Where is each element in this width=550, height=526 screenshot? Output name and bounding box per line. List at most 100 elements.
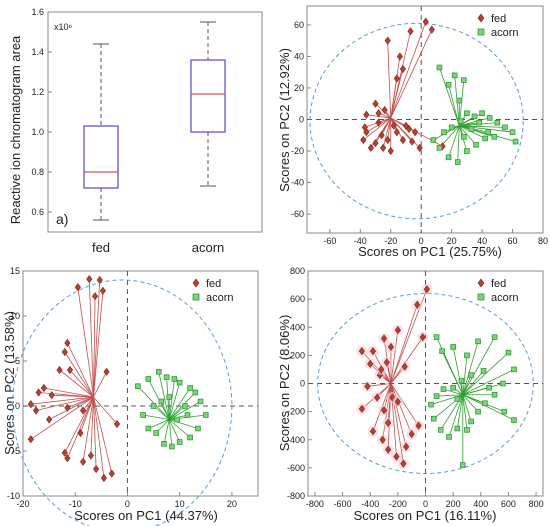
chart-c-point-acorn	[187, 385, 193, 391]
chart-b-legend-acorn-marker	[477, 28, 485, 36]
chart-d-xtick-label: -200	[389, 499, 407, 509]
chart-d-point-acorn	[450, 344, 456, 350]
chart-c-ray-fed	[93, 396, 118, 425]
chart-d-legend-acorn-label: acorn	[491, 292, 519, 304]
chart-c-ytick-label: 0	[15, 401, 20, 411]
chart-a-panel-label: a)	[56, 211, 68, 227]
chart-c-point-acorn	[158, 398, 165, 405]
chart-b-point-fed	[402, 121, 410, 130]
chart-d-ray-acorn	[452, 346, 464, 395]
chart-c-xtick-label: 20	[227, 499, 237, 509]
chart-c-point-fed	[61, 347, 68, 357]
chart-d-point-fed	[380, 406, 388, 415]
chart-c-point-acorn	[145, 425, 152, 432]
chart-c-point-acorn	[192, 389, 199, 396]
chart-b-point-fed	[412, 128, 419, 137]
chart-d-ray-acorn	[462, 355, 468, 395]
chart-d-ray-fed	[390, 330, 399, 384]
chart-d-point-acorn	[500, 380, 506, 387]
chart-c-ray-acorn	[148, 419, 170, 429]
chart-c-ray-fed	[93, 296, 96, 398]
chart-d-point-acorn	[458, 377, 465, 384]
chart-c-point-acorn	[150, 403, 157, 409]
chart-b-legend-acorn-label: acorn	[491, 27, 519, 39]
chart-c-pca: c) Scores on PC1 (44.37%) Scores on PC2 …	[2, 266, 259, 526]
chart-c-point-acorn	[174, 416, 180, 423]
chart-b-ray-fed	[390, 31, 411, 119]
chart-d-point-acorn	[433, 334, 440, 340]
chart-a-ytick-label: 1.2	[31, 87, 44, 97]
chart-b-point-acorn	[471, 113, 478, 120]
chart-d-point-acorn	[491, 334, 498, 340]
chart-b-ytick-label: -20	[291, 146, 304, 156]
chart-d-xtick-label: -600	[334, 499, 352, 509]
chart-d-xtick-label: 800	[529, 499, 544, 509]
chart-c-ray-fed	[82, 396, 94, 411]
chart-b-ytick-label: 20	[294, 83, 304, 93]
chart-c-point-fed	[91, 292, 99, 301]
chart-b-xtick-label: 80	[538, 236, 548, 246]
chart-b-point-fed	[380, 143, 387, 152]
chart-c-ray-fed	[30, 396, 94, 440]
chart-b-point-fed	[360, 135, 367, 145]
chart-c-ray-fed	[35, 396, 94, 411]
chart-a-box-fed	[83, 125, 119, 189]
chart-d-point-acorn	[446, 434, 452, 440]
chart-c-ray-fed	[93, 279, 101, 398]
chart-c-ray-fed	[30, 396, 94, 405]
chart-c-point-fed	[93, 464, 100, 474]
chart-c-point-acorn	[140, 412, 146, 418]
chart-d-ylabel: Scores on PC2 (8.06%)	[277, 315, 292, 452]
chart-c-ray-fed	[88, 279, 94, 398]
chart-c-point-acorn	[197, 398, 204, 405]
chart-b-xtick-label: -60	[323, 236, 336, 246]
chart-d-ray-fed	[390, 304, 418, 384]
chart-c-ray-fed	[93, 396, 97, 470]
chart-d-point-fed	[380, 334, 388, 343]
chart-c-ray-fed	[59, 369, 94, 398]
chart-d-xlabel: Scores on PC1 (16.11%)	[354, 508, 497, 523]
chart-b-xtick-label: 0	[419, 236, 424, 246]
chart-c-ray-acorn	[143, 414, 170, 420]
chart-d-point-acorn	[475, 408, 481, 415]
chart-c-ray-fed	[51, 394, 94, 398]
chart-d-ray-acorn	[462, 394, 479, 412]
chart-c-ray-acorn	[163, 419, 170, 444]
chart-c-confidence-ellipse	[12, 279, 233, 526]
chart-d-point-fed	[408, 430, 415, 439]
chart-d-ray-acorn	[462, 341, 479, 395]
chart-d-point-fed	[403, 442, 410, 451]
chart-c-point-acorn	[155, 369, 162, 375]
chart-a-ytick-label: 0.6	[31, 207, 44, 217]
chart-d-ray-fed	[390, 383, 413, 435]
chart-c-ray-fed	[93, 396, 105, 479]
chart-c-xtick-label: 0	[125, 499, 130, 509]
chart-c-ray-fed	[80, 396, 94, 434]
chart-b-ray-acorn	[439, 67, 460, 126]
chart-b-point-fed	[375, 118, 382, 127]
chart-a-ytick-label: 1.0	[31, 127, 44, 137]
chart-c-point-fed	[46, 415, 53, 424]
chart-c-ray-acorn	[158, 371, 170, 420]
chart-d-ytick-label: 600	[290, 294, 305, 304]
chart-d-xtick-label: -800	[306, 499, 324, 509]
chart-c-point-fed	[99, 286, 106, 295]
chart-b-point-acorn	[436, 64, 443, 71]
chart-b-ray-acorn	[448, 125, 460, 158]
chart-b-xtick-label: -40	[354, 236, 367, 246]
chart-b-point-acorn	[430, 137, 437, 143]
chart-c-point-acorn	[202, 412, 209, 418]
chart-b-xtick-label: 20	[447, 236, 457, 246]
chart-b-point-acorn	[468, 126, 475, 132]
chart-d-point-acorn	[505, 349, 512, 356]
chart-c-xtick-label: -10	[69, 499, 82, 509]
chart-b-point-acorn	[436, 145, 443, 151]
chart-d-point-fed	[385, 418, 392, 427]
chart-b-ray-fed	[363, 117, 391, 141]
chart-b-point-fed	[367, 143, 375, 152]
chart-c-ray-acorn	[137, 385, 170, 420]
chart-d-xtick-label: 400	[473, 499, 488, 509]
chart-c-point-acorn	[195, 425, 201, 432]
chart-b-ytick-label: -60	[291, 209, 304, 219]
chart-b-ray-acorn	[448, 84, 460, 126]
